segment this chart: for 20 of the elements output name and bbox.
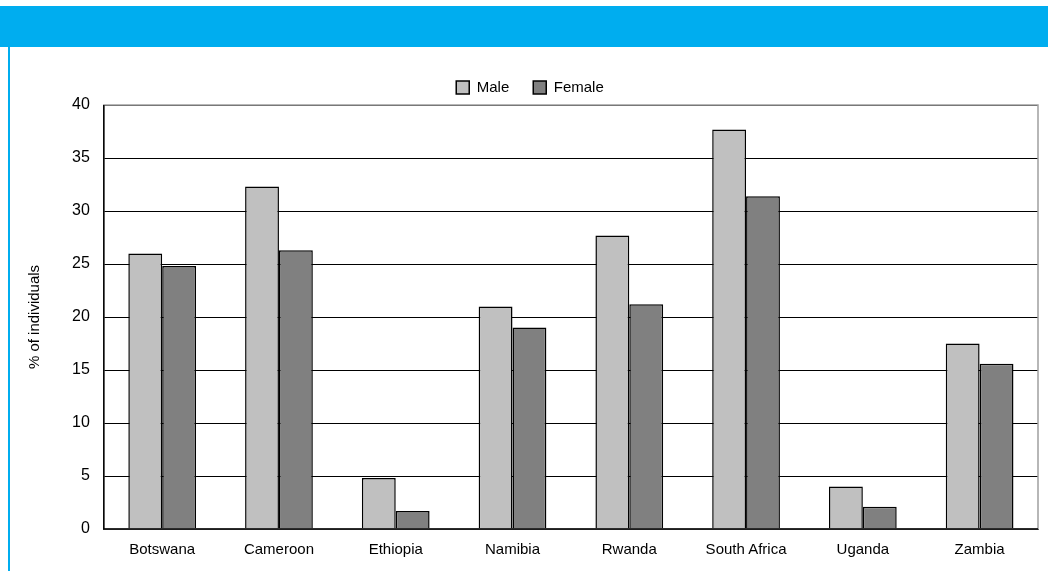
x-tick-label: Cameroon xyxy=(243,540,314,558)
x-tick-label: Zambia xyxy=(954,540,1006,558)
y-tick-label: 30 xyxy=(72,201,90,219)
legend-label: Male xyxy=(476,77,510,95)
x-tick-label: Botswana xyxy=(129,540,196,558)
y-tick-label: 15 xyxy=(72,360,90,378)
y-tick-label: 10 xyxy=(72,413,90,431)
x-tick-label: Namibia xyxy=(485,540,541,558)
legend-label: Female xyxy=(553,77,604,95)
y-tick-label: 25 xyxy=(72,254,90,272)
y-tick-label: 20 xyxy=(72,307,90,325)
x-tick-label: Ethiopia xyxy=(368,540,424,558)
y-tick-label: 0 xyxy=(80,519,90,537)
x-tick-label: Uganda xyxy=(836,540,890,558)
x-tick-label: Rwanda xyxy=(601,540,658,558)
x-tick-label: South Africa xyxy=(705,540,788,558)
y-tick-label: 35 xyxy=(72,148,90,166)
y-axis-title: % of individuals xyxy=(25,264,43,370)
y-tick-label: 5 xyxy=(80,466,90,484)
y-tick-label: 40 xyxy=(72,95,90,113)
